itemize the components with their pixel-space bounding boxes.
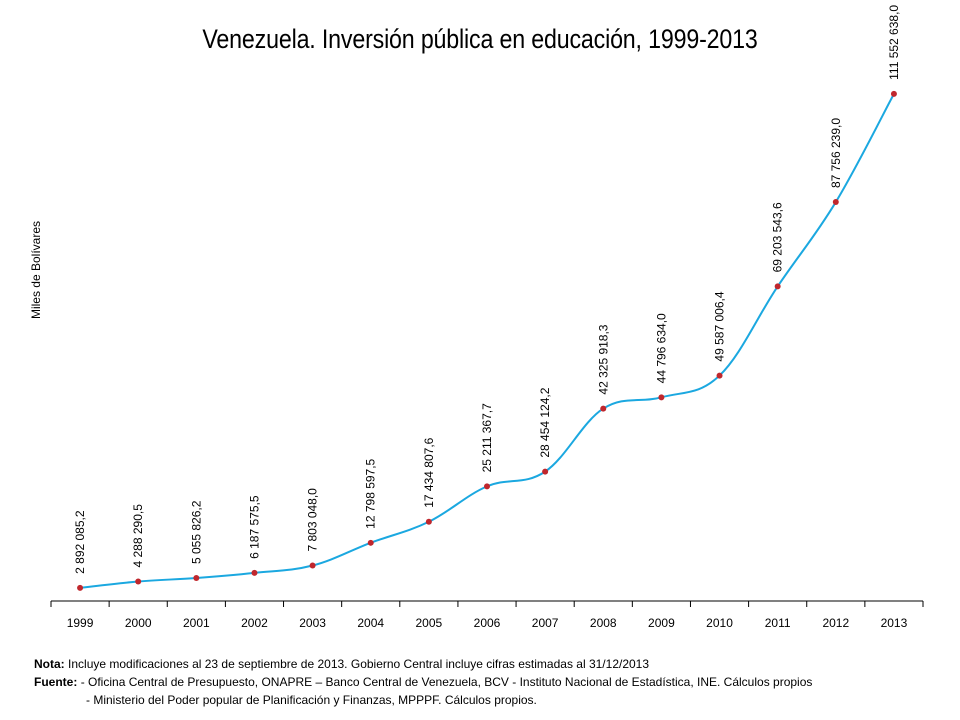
data-point: [600, 405, 607, 412]
nota-label: Nota:: [34, 657, 65, 671]
data-point: [135, 578, 142, 585]
data-label: 17 434 807,6: [422, 437, 436, 507]
x-axis: 1999 2000 2001 2002 2003 2004 2005 2006 2007 2008…: [50, 600, 924, 630]
x-tick-label: 1999: [67, 616, 94, 630]
fuente-line-1: - Oficina Central de Presupuesto, ONAPRE…: [80, 675, 813, 689]
data-label: 42 325 918,3: [596, 324, 610, 394]
data-point: [367, 539, 374, 546]
x-tick-label: 2013: [881, 616, 908, 630]
x-tick-label: 2005: [416, 616, 443, 630]
data-label: 6 187 575,5: [247, 495, 261, 559]
data-label: 12 798 597,5: [364, 458, 378, 528]
x-tick-label: 2007: [532, 616, 559, 630]
data-label: 69 203 543,6: [771, 202, 785, 272]
data-label: 44 796 634,0: [654, 313, 668, 383]
data-label: 25 211 367,7: [480, 403, 494, 473]
x-tick-label: 2010: [706, 616, 733, 630]
fuente-row-2: - Ministerio del Poder popular de Planif…: [34, 691, 812, 709]
fuente-line-2: - Ministerio del Poder popular de Planif…: [86, 693, 537, 707]
fuente-row: Fuente: - Oficina Central de Presupuesto…: [34, 673, 812, 691]
data-point: [77, 584, 84, 591]
x-tick-label: 2008: [590, 616, 617, 630]
x-tick-label: 2012: [822, 616, 849, 630]
data-label: 7 803 048,0: [306, 488, 320, 552]
data-label: 111 552 638,0: [887, 5, 901, 80]
data-point: [774, 283, 781, 290]
data-point: [309, 562, 316, 569]
data-point: [716, 372, 723, 379]
x-tick-label: 2001: [183, 616, 210, 630]
data-point: [193, 575, 200, 582]
x-tick-label: 2000: [125, 616, 152, 630]
x-tick-label: 2011: [765, 616, 791, 630]
data-labels: 2 892 085,2 4 288 290,5 5 055 826,2 6 187 5…: [73, 5, 901, 574]
line-chart: 1999 2000 2001 2002 2003 2004 2005 2006 2007 2008…: [50, 5, 924, 630]
x-tick-label: 2009: [648, 616, 675, 630]
x-tick-label: 2003: [299, 616, 326, 630]
chart-title: Venezuela. Inversión pública en educació…: [202, 24, 758, 54]
data-point: [890, 90, 897, 97]
data-label: 87 756 239,0: [829, 118, 843, 188]
x-tick-label: 2002: [241, 616, 268, 630]
data-label: 2 892 085,2: [73, 510, 87, 574]
data-markers: [77, 90, 897, 591]
nota-row: Nota: Incluye modificaciones al 23 de se…: [34, 655, 812, 673]
data-point: [251, 569, 258, 576]
data-point: [542, 468, 549, 475]
notes-block: Nota: Incluye modificaciones al 23 de se…: [34, 655, 812, 709]
data-label: 5 055 826,2: [189, 500, 203, 564]
nota-text: Incluye modificaciones al 23 de septiemb…: [68, 657, 650, 671]
data-point: [658, 394, 665, 401]
data-point: [484, 483, 490, 490]
fuente-label: Fuente:: [34, 675, 78, 689]
data-label: 49 587 006,4: [713, 291, 727, 361]
data-label: 28 454 124,2: [538, 387, 552, 457]
data-label: 4 288 290,5: [131, 504, 145, 568]
data-point: [425, 518, 432, 525]
data-point: [832, 199, 839, 206]
x-tick-label: 2004: [357, 616, 384, 630]
x-tick-label: 2006: [474, 616, 501, 630]
